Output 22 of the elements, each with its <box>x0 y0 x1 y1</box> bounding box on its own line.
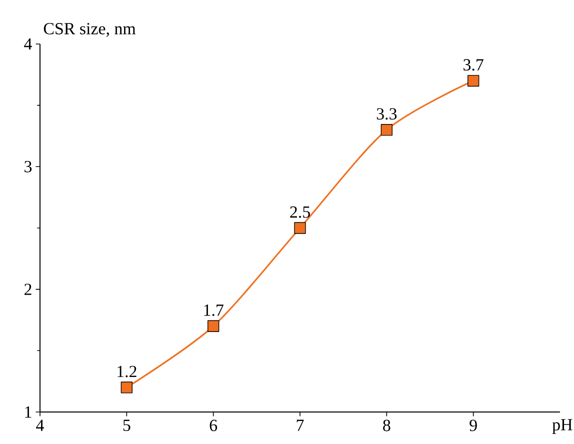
data-label: 1.2 <box>118 366 136 378</box>
point <box>380 124 392 136</box>
y-tick-label: 2 <box>24 284 32 295</box>
x-axis-title: pH <box>552 419 572 434</box>
x-tick-label: 7 <box>296 420 304 431</box>
y-tick-label: 3 <box>24 160 32 172</box>
x-tick-label: 8 <box>383 420 390 432</box>
data-label: 1.7 <box>204 304 224 316</box>
point <box>468 74 480 87</box>
y-tick-label: 4 <box>24 38 32 50</box>
point <box>120 382 132 394</box>
point <box>208 320 220 332</box>
x-tick-label: 6 <box>210 420 218 432</box>
data-label: 3.7 <box>464 59 484 71</box>
y-tick-label: 1 <box>25 406 32 418</box>
data-label: 2.5 <box>290 206 310 218</box>
y-axis-title: CSR size, nm <box>44 22 136 37</box>
x-tick-label: 4 <box>36 420 44 431</box>
data-label: 3.3 <box>376 108 397 120</box>
x-tick-label: 5 <box>123 420 130 432</box>
point <box>294 222 306 234</box>
x-tick-label: 9 <box>470 420 477 432</box>
